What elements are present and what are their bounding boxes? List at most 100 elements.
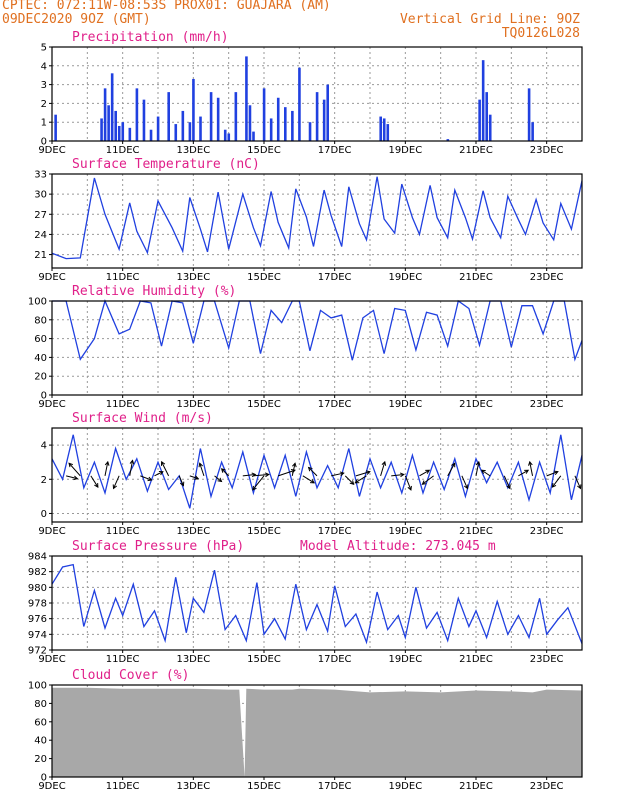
x-tick-label: 17DEC xyxy=(318,399,352,410)
y-tick-label: 0 xyxy=(41,509,47,520)
y-tick-label: 40 xyxy=(34,353,47,364)
wind-arrow xyxy=(461,475,468,489)
wind-arrow xyxy=(154,471,164,477)
y-tick-label: 30 xyxy=(34,190,47,201)
wind-arrow-head xyxy=(524,469,530,474)
panel-title: Surface Temperature (nC) xyxy=(72,157,260,172)
precip-bar xyxy=(135,88,139,141)
y-tick-label: 33 xyxy=(34,170,47,181)
wind-arrow-head xyxy=(307,466,313,472)
x-tick-label: 17DEC xyxy=(318,781,352,792)
wind-arrow-head xyxy=(198,462,204,468)
wind-arrow xyxy=(481,469,491,477)
x-tick-label: 19DEC xyxy=(388,399,422,410)
precip-bar xyxy=(223,129,227,141)
precip-bar xyxy=(284,107,287,141)
panel-annotation: Model Altitude: 273.045 m xyxy=(300,539,496,554)
wind-arrow-head xyxy=(480,469,486,475)
panel-temp: 21 24 27 30 33 9DEC 11DEC 13DEC 15DEC 17DEC 19DEC 2… xyxy=(34,157,583,283)
wind-arrow-head xyxy=(217,477,223,483)
x-tick-label: 21DEC xyxy=(459,781,493,792)
x-tick-label: 19DEC xyxy=(388,526,422,537)
wind-arrow xyxy=(178,475,184,486)
wind-arrow-head xyxy=(506,484,511,490)
precip-bar xyxy=(114,110,117,141)
wind-arrow-head xyxy=(104,460,110,466)
wind-arrow xyxy=(344,475,355,485)
y-tick-label: 0 xyxy=(41,137,47,148)
x-tick-label: 21DEC xyxy=(459,145,493,156)
wind-arrow-head xyxy=(73,475,79,481)
x-tick-label: 11DEC xyxy=(106,654,140,665)
panel-title: Precipitation (mm/h) xyxy=(72,30,229,45)
precip-bar xyxy=(382,118,386,141)
precip-bar xyxy=(485,92,488,141)
x-tick-label: 23DEC xyxy=(530,399,564,410)
wind-arrow xyxy=(252,475,265,491)
precip-bar xyxy=(248,105,252,141)
x-tick-label: 9DEC xyxy=(38,526,65,537)
x-tick-label: 15DEC xyxy=(247,654,281,665)
y-tick-label: 100 xyxy=(28,297,47,308)
x-tick-label: 15DEC xyxy=(247,399,281,410)
wind-arrow-head xyxy=(551,483,557,488)
x-tick-label: 23DEC xyxy=(530,654,564,665)
wind-arrow xyxy=(308,467,318,477)
wind-arrow xyxy=(113,475,120,489)
precip-bar xyxy=(527,88,531,141)
precip-bar xyxy=(128,127,132,141)
precip-bar xyxy=(216,97,220,141)
y-tick-label: 972 xyxy=(28,646,47,657)
y-tick-label: 100 xyxy=(28,681,47,692)
panel-frame xyxy=(51,684,583,778)
x-tick-label: 17DEC xyxy=(318,526,352,537)
precip-bar xyxy=(291,110,294,141)
precip-bar xyxy=(110,73,114,141)
y-tick-label: 976 xyxy=(28,614,47,625)
precip-bar xyxy=(156,116,160,141)
y-tick-label: 5 xyxy=(41,43,47,54)
wind-arrow-head xyxy=(112,484,118,490)
x-tick-label: 23DEC xyxy=(530,145,564,156)
y-tick-label: 1 xyxy=(41,118,47,129)
wind-arrow-head xyxy=(264,472,270,478)
precip-bar xyxy=(227,133,231,141)
precip-bar xyxy=(142,99,146,141)
precip-bar xyxy=(252,131,255,141)
wind-arrow xyxy=(104,461,109,476)
x-tick-label: 15DEC xyxy=(247,781,281,792)
precip-bar xyxy=(121,122,125,141)
y-tick-label: 0 xyxy=(41,773,47,784)
x-tick-label: 17DEC xyxy=(318,654,352,665)
panel-cloud: 0 20 40 60 80 100 9DEC 11DEC 13DEC 15DEC 17DEC 19DE… xyxy=(28,668,583,792)
wind-arrow xyxy=(355,471,371,477)
x-tick-label: 21DEC xyxy=(459,654,493,665)
wind-arrow xyxy=(404,475,412,491)
wind-arrow-head xyxy=(252,485,257,491)
precip-bar xyxy=(298,67,301,141)
x-tick-label: 11DEC xyxy=(106,399,140,410)
x-tick-label: 13DEC xyxy=(176,654,210,665)
x-tick-label: 15DEC xyxy=(247,526,281,537)
wind-arrow xyxy=(574,475,581,489)
wind-arrow xyxy=(68,462,81,477)
wind-arrow-head xyxy=(158,471,164,476)
precip-bar xyxy=(488,114,492,141)
wind-arrow xyxy=(475,461,480,476)
precip-bar xyxy=(531,122,534,141)
x-tick-label: 19DEC xyxy=(388,654,422,665)
precip-bar xyxy=(262,88,266,141)
y-tick-label: 0 xyxy=(41,391,47,402)
wind-arrow xyxy=(253,473,269,477)
wind-arrow-head xyxy=(349,480,355,485)
x-tick-label: 17DEC xyxy=(318,145,352,156)
precip-bar xyxy=(315,92,319,141)
x-tick-label: 21DEC xyxy=(459,526,493,537)
wind-arrow xyxy=(302,475,315,484)
wind-arrow xyxy=(447,463,456,477)
wind-arrow-head xyxy=(194,475,200,480)
wind-arrow xyxy=(331,472,344,477)
wind-arrow-head xyxy=(365,470,371,475)
y-tick-label: 4 xyxy=(41,441,47,452)
